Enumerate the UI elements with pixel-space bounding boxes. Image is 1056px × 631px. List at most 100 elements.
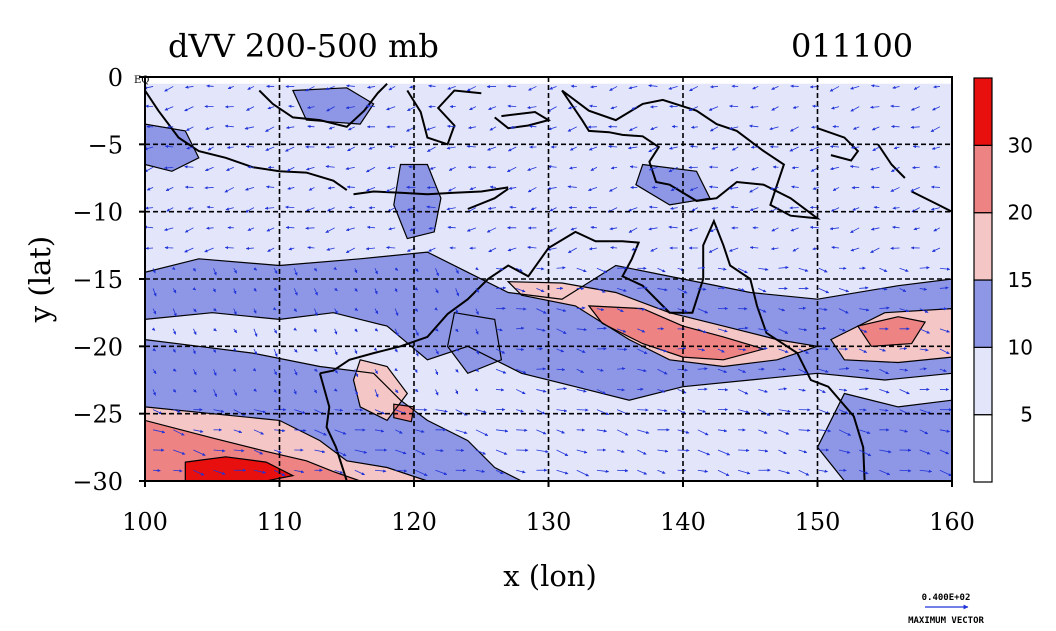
wind-vector bbox=[738, 348, 747, 352]
coastline-11 bbox=[318, 373, 348, 481]
wind-vector bbox=[446, 207, 456, 211]
wind-vector bbox=[429, 166, 436, 170]
wind-vector bbox=[346, 185, 355, 189]
wind-vector bbox=[596, 326, 607, 330]
wind-vector bbox=[750, 105, 759, 109]
wind-vector bbox=[164, 106, 174, 111]
wind-vector bbox=[629, 165, 638, 169]
wind-vector bbox=[173, 449, 186, 455]
wind-vector bbox=[859, 429, 871, 435]
wind-vector bbox=[314, 429, 327, 436]
wind-vector bbox=[495, 267, 504, 271]
wind-vector bbox=[911, 106, 920, 111]
wind-vector bbox=[192, 267, 197, 272]
wind-vector bbox=[677, 389, 687, 394]
wind-vector bbox=[516, 428, 528, 432]
wind-vector bbox=[838, 409, 849, 414]
wind-vector bbox=[151, 327, 156, 331]
wind-vector bbox=[809, 225, 819, 229]
wind-vector bbox=[717, 286, 726, 290]
wind-vector bbox=[688, 227, 698, 232]
wind-vector bbox=[596, 429, 607, 433]
wind-vector bbox=[890, 166, 900, 173]
contour-line-6 bbox=[145, 123, 200, 172]
wind-vector bbox=[778, 449, 787, 455]
wind-vector bbox=[879, 267, 888, 272]
wind-vector bbox=[859, 348, 868, 353]
wind-vector bbox=[213, 409, 225, 413]
wind-vector bbox=[859, 308, 870, 312]
wind-vector bbox=[354, 469, 365, 476]
wind-vector bbox=[474, 387, 479, 392]
wind-vector bbox=[172, 348, 176, 353]
wind-vector bbox=[637, 328, 646, 333]
wind-vector bbox=[495, 469, 504, 475]
wind-vector bbox=[556, 348, 565, 353]
wind-vector bbox=[812, 186, 819, 190]
wind-vector bbox=[273, 268, 278, 274]
wind-vector bbox=[193, 449, 206, 456]
wind-vector bbox=[374, 369, 378, 375]
wind-vector bbox=[495, 429, 509, 433]
wind-vector bbox=[213, 327, 217, 332]
chart-title: dVV 200-500 mb bbox=[168, 27, 439, 65]
wind-vector bbox=[388, 145, 396, 149]
wind-vector bbox=[293, 308, 297, 312]
wind-vector bbox=[164, 86, 174, 92]
coastline-6 bbox=[561, 89, 821, 220]
wind-vector bbox=[792, 247, 799, 252]
coastline-2 bbox=[467, 187, 509, 210]
wind-vector bbox=[616, 429, 629, 436]
wind-vector bbox=[556, 308, 567, 312]
contour-line-5 bbox=[291, 87, 375, 125]
wind-vector bbox=[428, 247, 436, 252]
wind-vector bbox=[213, 469, 226, 475]
wind-vector bbox=[751, 166, 759, 171]
coastline-1 bbox=[353, 186, 509, 196]
y-axis-label: y (lat) bbox=[23, 236, 57, 323]
wind-vector bbox=[670, 187, 678, 192]
wind-vector bbox=[172, 389, 177, 393]
wind-vector bbox=[657, 449, 669, 453]
wind-vector bbox=[879, 368, 889, 375]
wind-vector bbox=[253, 409, 267, 414]
x-tick-label: 110 bbox=[257, 508, 303, 536]
wind-vector bbox=[307, 124, 315, 129]
colorbar-swatch bbox=[973, 212, 993, 281]
wind-vector bbox=[689, 187, 698, 191]
wind-vector bbox=[798, 428, 811, 432]
wind-vector bbox=[394, 367, 398, 372]
wind-vector bbox=[749, 207, 759, 211]
wind-vector bbox=[709, 185, 719, 189]
wind-vector bbox=[919, 409, 932, 415]
wind-vector bbox=[395, 469, 408, 473]
wind-vector bbox=[475, 409, 487, 414]
wind-vector bbox=[829, 227, 840, 231]
wind-vector bbox=[232, 368, 237, 372]
wind-vector bbox=[374, 328, 379, 332]
wind-vector bbox=[749, 187, 759, 193]
wind-vector bbox=[394, 288, 398, 293]
wind-vector bbox=[394, 429, 403, 434]
wind-vector bbox=[253, 469, 266, 474]
wind-vector bbox=[224, 246, 234, 250]
coastline-10 bbox=[319, 218, 866, 481]
wind-vector bbox=[910, 125, 920, 129]
contour-region-6 bbox=[145, 124, 199, 172]
wind-vector bbox=[738, 409, 750, 414]
wind-vector bbox=[677, 346, 687, 351]
wind-vector bbox=[373, 347, 378, 351]
wind-vector bbox=[752, 86, 759, 90]
wind-vector bbox=[697, 266, 706, 270]
wind-vector bbox=[152, 409, 163, 415]
wind-vector bbox=[374, 308, 379, 315]
wind-vector bbox=[596, 368, 604, 372]
contour-line-14 bbox=[856, 316, 927, 347]
wind-vector bbox=[771, 86, 779, 90]
wind-vector bbox=[939, 449, 949, 455]
wind-vector bbox=[899, 469, 912, 473]
coastline-8 bbox=[877, 143, 906, 179]
wind-vector bbox=[749, 124, 759, 128]
y-tick-label: −20 bbox=[72, 333, 123, 361]
wind-vector bbox=[758, 328, 769, 332]
